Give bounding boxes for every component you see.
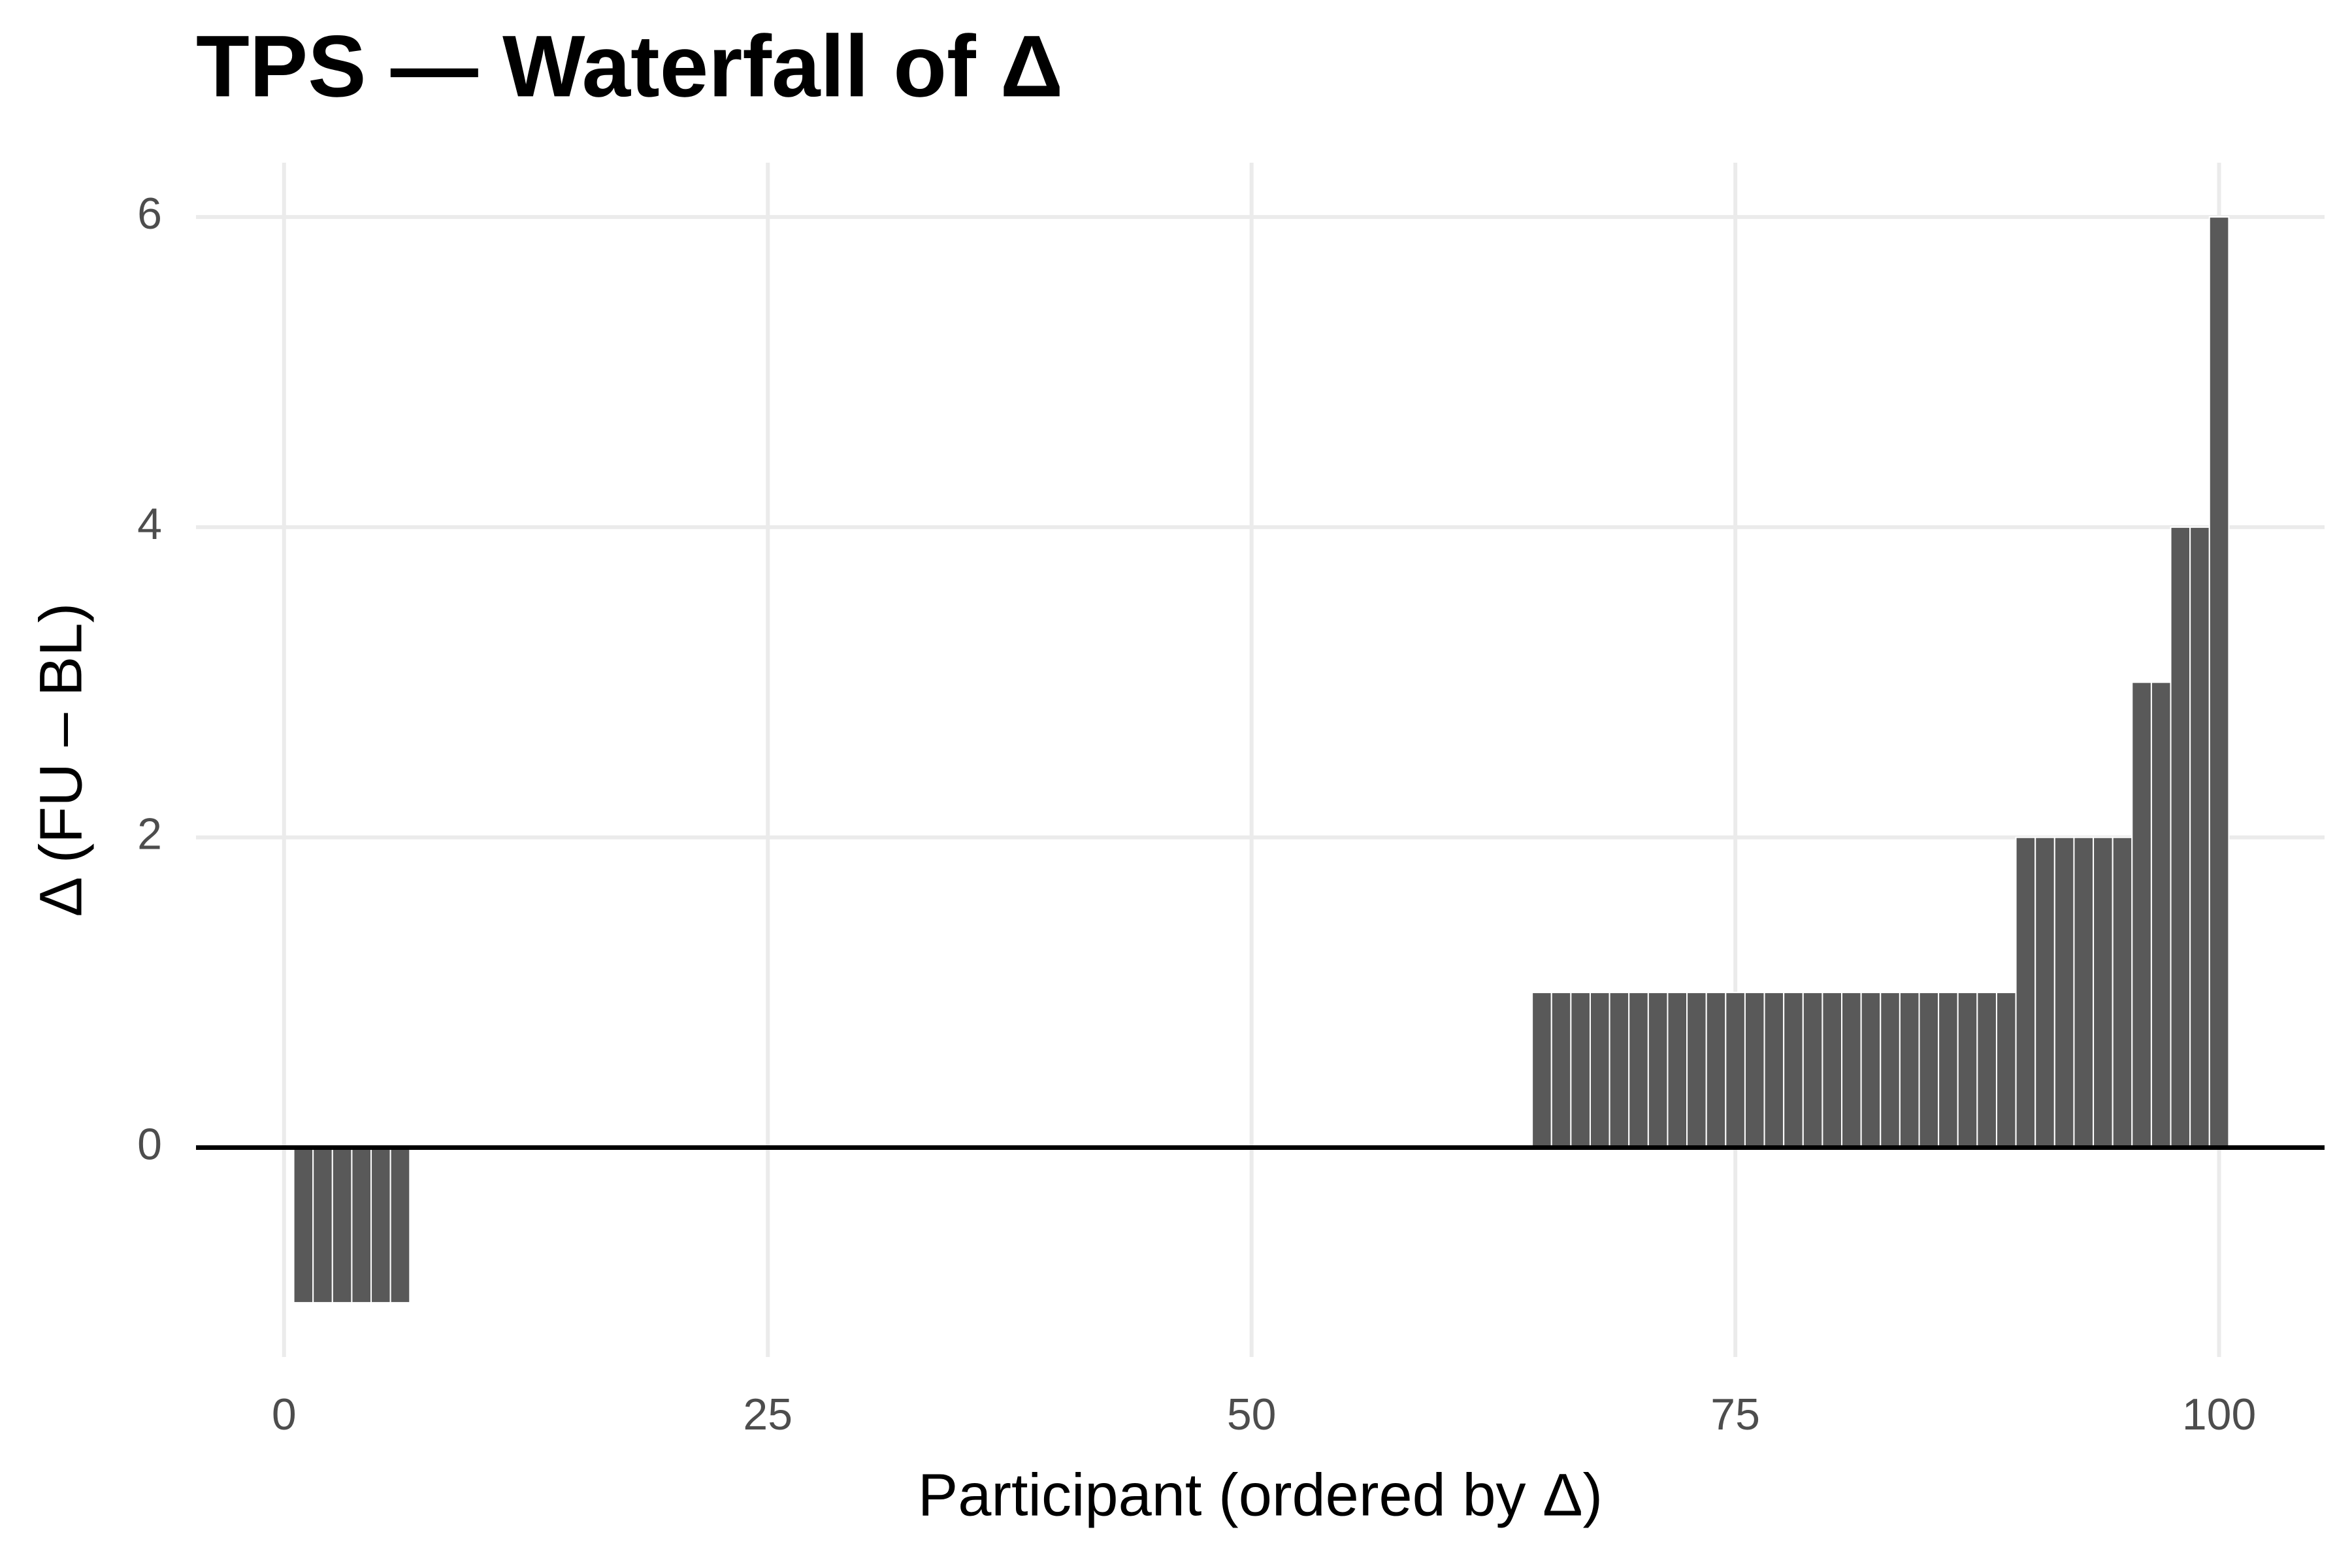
y-tick-label: 6 [137,189,162,238]
bar [2053,836,2075,1149]
bar [1763,992,1785,1149]
bar [1647,992,1669,1149]
bar [1918,992,1940,1149]
x-tick-label: 25 [743,1390,792,1439]
x-tick-label: 100 [2182,1390,2256,1439]
bar [1705,992,1727,1149]
x-tick-label: 50 [1227,1390,1277,1439]
bar [293,1147,314,1303]
bar [331,1147,353,1303]
y-axis-label: Δ (FU – BL) [27,603,94,917]
bar [2093,836,2114,1149]
y-tick-label: 2 [137,809,162,859]
bar [1783,992,1804,1149]
bar [1995,992,2017,1149]
bar [2034,836,2055,1149]
bar [1628,992,1649,1149]
x-tick-label: 0 [272,1390,297,1439]
bar [2189,526,2210,1149]
x-axis-label: Participant (ordered by Δ) [918,1462,1603,1528]
bar [1880,992,1901,1149]
bar [1531,992,1552,1149]
bar [1802,992,1823,1149]
bar [2131,681,2152,1149]
y-tick-label: 4 [137,499,162,549]
bar [1589,992,1610,1149]
bar [1686,992,1707,1149]
bar [2170,526,2191,1149]
bar [312,1147,333,1303]
bar [1899,992,1920,1149]
bar [1570,992,1591,1149]
x-tick-label: 75 [1710,1390,1760,1439]
bar [1667,992,1688,1149]
bar [2208,216,2230,1149]
bar [370,1147,391,1303]
bar [1821,992,1843,1149]
bar [1550,992,1572,1149]
bar [2015,836,2036,1149]
bar [2150,681,2172,1149]
bar [1957,992,1978,1149]
bar [2073,836,2095,1149]
bar [1744,992,1765,1149]
bar [1938,992,1959,1149]
bar [1976,992,1997,1149]
y-tick-label: 0 [137,1119,162,1169]
bar [351,1147,372,1303]
bar [1860,992,1882,1149]
bar [389,1147,411,1303]
bar [1841,992,1862,1149]
bar [1725,992,1746,1149]
bar [2112,836,2133,1149]
chart-title: TPS — Waterfall of Δ [196,18,1063,115]
bar [1609,992,1630,1149]
